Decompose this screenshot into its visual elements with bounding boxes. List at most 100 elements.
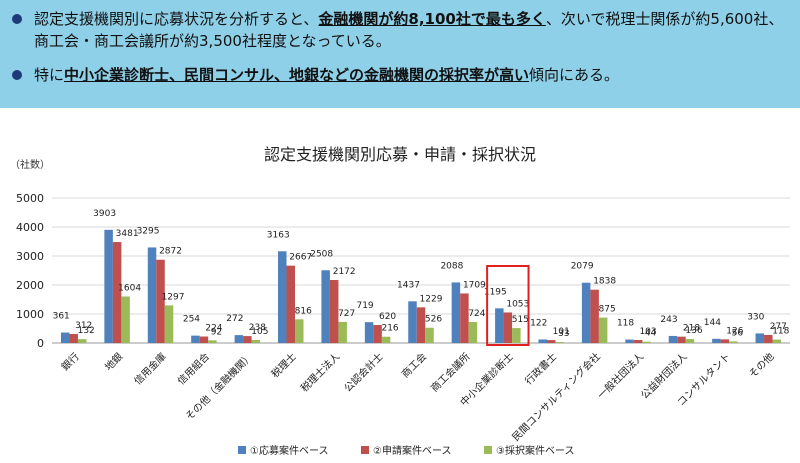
x-category-label: 民間コンサルティング会社 [509,350,603,444]
data-label: 361 [53,312,70,322]
x-category-label: 公認会計士 [341,350,386,395]
y-tick-label: 4000 [16,221,44,234]
data-label: 3481 [116,229,139,239]
text-segment: 特に [34,66,65,84]
x-category-label: 信用組合 [175,350,212,387]
bar-2 [546,340,556,343]
data-label: 875 [599,305,616,315]
bar-2 [112,242,122,343]
bar-1 [712,338,721,343]
legend-swatch [484,446,492,454]
legend-label: ①応募案件ベース [250,444,328,457]
bar-3 [729,341,738,343]
data-label: 816 [295,306,312,316]
data-label: 2508 [310,249,333,259]
x-category-label: その他 [746,350,776,380]
bar-1 [321,270,330,343]
data-label: 136 [685,326,702,336]
legend: ①応募案件ベース ②申請案件ベース ③採択案件ベース [238,444,574,457]
data-label: 224 [205,324,222,334]
bar-3 [121,296,130,343]
data-label: 277 [770,322,787,332]
x-category-label: 信用金庫 [131,350,168,387]
bar-1 [755,333,765,343]
bar-2 [286,265,296,343]
data-label: 312 [75,321,92,331]
bar-2 [590,289,599,343]
data-label: 724 [468,309,485,319]
bar-2 [243,336,252,343]
bar-1 [234,335,244,343]
data-label: 515 [512,315,529,325]
data-label: 122 [530,318,547,328]
bar-1 [538,339,547,343]
bar-3 [598,317,608,343]
data-label: 272 [226,314,243,324]
data-label: 1195 [484,287,507,297]
data-label: 620 [379,312,396,322]
bar-2 [373,325,382,343]
data-label: 727 [338,309,355,319]
data-label: 3903 [93,209,116,219]
bar-3 [555,342,564,343]
bar-1 [278,251,287,343]
chart-title: 認定支援機関別応募・申請・採択状況 [264,145,536,164]
text-segment: 、次いで税理士関係が約5,600社、商工会・商工会議所が約3,500社程度となっ… [34,10,784,50]
y-tick-label: 1000 [16,308,44,321]
y-tick-label: 0 [37,337,44,350]
data-label: 330 [747,312,764,322]
bar-1 [668,335,678,343]
bar-2 [69,333,78,343]
data-label: 2088 [440,261,463,271]
y-tick-label: 3000 [16,250,44,263]
y-tick-label: 5000 [16,192,44,205]
emphasized-text: 金融機関が約8,100社で最も多く [318,10,546,28]
bars [60,229,782,343]
data-label: 1053 [506,299,529,309]
bar-3 [164,305,174,343]
summary-bullet-1-text: 認定支援機関別に応募状況を分析すると、金融機関が約8,100社で最も多く、次いで… [34,8,794,52]
data-label: 1229 [420,294,443,304]
bar-3 [295,319,304,343]
bar-1 [495,308,504,343]
data-label: 1709 [463,280,486,290]
x-category-label: 銀行 [58,350,81,373]
x-category-label: 税理士法人 [298,350,343,395]
summary-bullet-2-text: 特に中小企業診断士、民間コンサル、地銀などの金融機関の採択率が高い傾向にある。 [34,64,794,86]
bar-1 [581,282,591,343]
data-label: 118 [772,327,789,337]
highlight-box [486,265,530,346]
highlight-rect [486,265,530,346]
bar-1 [625,339,634,343]
bullet-dot-icon [12,70,22,80]
summary-banner: 認定支援機関別に応募状況を分析すると、金融機関が約8,100社で最も多く、次いで… [0,0,800,108]
y-axis-ticks: 0 1000 2000 3000 4000 5000 [16,192,44,350]
data-label: 1297 [162,292,185,302]
legend-label: ②申請案件ベース [373,444,451,457]
data-label: 105 [251,327,268,337]
data-label: 103 [639,327,656,337]
bar-3 [772,339,782,343]
data-label: 2172 [333,267,356,277]
bar-2 [720,339,730,343]
data-label: 118 [617,319,634,329]
bar-2 [329,280,339,343]
legend-label: ③採択案件ベース [496,444,574,457]
y-tick-label: 2000 [16,279,44,292]
data-label: 216 [381,324,398,334]
bar-2 [677,336,686,343]
bar-1 [60,332,70,343]
data-label: 3163 [267,230,290,240]
bar-1 [104,229,113,343]
data-label: 243 [660,315,677,325]
data-label: 254 [183,315,200,325]
bar-3 [642,341,651,343]
data-label: 1437 [397,280,420,290]
bar-3 [251,339,261,343]
legend-swatch [361,446,369,454]
data-label: 2872 [159,247,182,257]
bar-1 [408,301,417,343]
bar-2 [156,259,165,343]
